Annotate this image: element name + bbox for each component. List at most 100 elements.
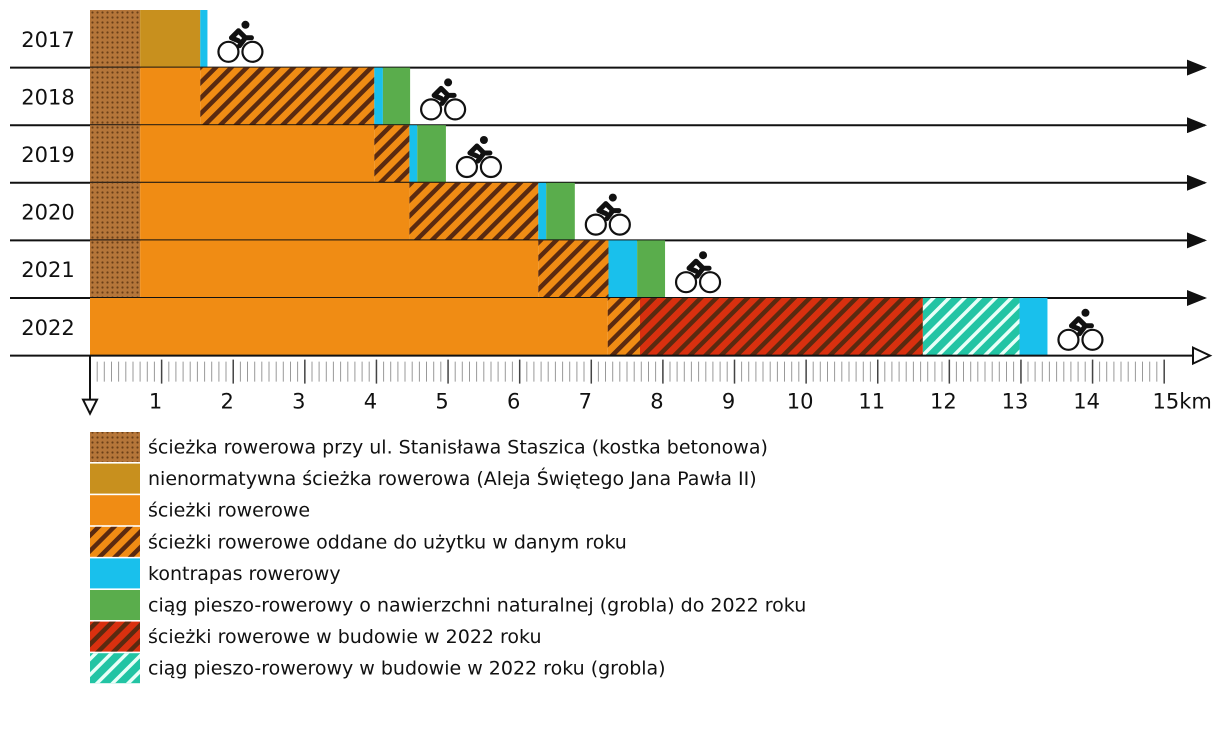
y-tick-label: 2018 (21, 85, 74, 109)
legend-label: ścieżki rowerowe w budowie w 2022 roku (148, 626, 542, 648)
bar-segment (90, 298, 608, 356)
bar-segment (382, 67, 411, 126)
head (608, 193, 617, 202)
body (596, 201, 622, 222)
body (228, 28, 254, 49)
bar-segment (90, 67, 141, 126)
cyclist-icon (455, 136, 503, 179)
wheel (584, 213, 607, 236)
legend-label: ścieżka rowerowa przy ul. Stanisława Sta… (148, 437, 768, 459)
bar-pattern (90, 240, 141, 298)
bar-pattern (90, 125, 141, 183)
bar-pattern (90, 182, 141, 241)
legend-swatch (90, 463, 140, 494)
bar (140, 182, 410, 241)
wheel (674, 271, 698, 294)
bar-pattern (90, 10, 141, 68)
bar-segment (374, 67, 383, 126)
bar (140, 240, 539, 298)
legend-label: ciąg pieszo-rowerowy w budowie w 2022 ro… (148, 658, 666, 680)
wheel (217, 40, 240, 63)
head (1081, 308, 1090, 317)
body (467, 143, 493, 164)
legend-item: kontrapas rowerowy (90, 558, 341, 589)
bar (409, 125, 418, 183)
bar (382, 67, 411, 126)
bar-segment (90, 10, 141, 68)
body (686, 258, 712, 279)
bar-segment (637, 240, 666, 298)
body (1068, 316, 1094, 337)
legend-swatch (90, 558, 140, 589)
x-tick-label: 1 (149, 390, 162, 414)
cyclist-icon (1057, 308, 1104, 351)
legend-label: kontrapas rowerowy (148, 563, 341, 585)
y-tick-label: 2020 (21, 201, 74, 225)
bar-segment (140, 67, 201, 126)
head (444, 78, 453, 87)
bar-segment (90, 240, 141, 298)
bar (608, 240, 638, 298)
bar-segment (409, 182, 539, 241)
bar-segment (922, 298, 1020, 356)
x-tick-label: 15km (1153, 390, 1212, 414)
bar-segment (1019, 298, 1048, 356)
legend-item: ciąg pieszo-rowerowy w budowie w 2022 ro… (90, 653, 666, 684)
cyclist-icon (584, 193, 631, 236)
x-tick-label: 10 (787, 390, 814, 414)
wheel (1057, 328, 1080, 351)
bar (140, 67, 201, 126)
bar-pattern (639, 298, 923, 356)
x-tick-label: 11 (858, 390, 885, 414)
head (479, 136, 488, 144)
legend-item: ścieżka rowerowa przy ul. Stanisława Sta… (90, 432, 768, 462)
bar (140, 125, 375, 183)
x-tick-label: 2 (221, 390, 234, 414)
head (699, 251, 708, 260)
legend-swatch-pattern (90, 526, 140, 557)
bar (637, 240, 666, 298)
head (241, 20, 250, 29)
bar-segment (140, 182, 410, 241)
legend-swatch-pattern (90, 653, 140, 684)
cyclist-icon (674, 251, 722, 294)
wheel (1081, 328, 1104, 351)
bar-segment (538, 240, 609, 298)
bar (200, 10, 208, 68)
bar-pattern (538, 240, 609, 298)
x-tick-label: 3 (292, 390, 305, 414)
bar (546, 182, 575, 241)
bar (1019, 298, 1048, 356)
wheel (479, 155, 503, 179)
bar-segment (607, 298, 640, 356)
bar-segment (140, 125, 375, 183)
bar (140, 10, 201, 68)
bar-segment (608, 240, 638, 298)
legend-item: ścieżki rowerowe (90, 495, 310, 526)
legend-item: ścieżki rowerowe w budowie w 2022 roku (90, 621, 542, 652)
bar-segment (374, 125, 410, 183)
x-tick-label: 6 (507, 390, 520, 414)
wheel (420, 98, 443, 121)
body (431, 85, 457, 106)
wheel (608, 213, 631, 236)
bar-pattern (374, 125, 410, 183)
x-tick-label: 9 (722, 390, 735, 414)
x-tick-label: 7 (579, 390, 592, 414)
bar (417, 125, 446, 183)
bar-segment (417, 125, 446, 183)
x-tick-label: 4 (364, 390, 377, 414)
bar (90, 298, 608, 356)
wheel (241, 40, 264, 63)
bar-pattern (922, 298, 1020, 356)
y-tick-label: 2022 (21, 316, 74, 340)
legend-swatch (90, 495, 140, 526)
wheel (444, 98, 467, 121)
x-tick-label: 8 (650, 390, 663, 414)
cyclist-icon (217, 20, 264, 63)
bar-segment (140, 240, 539, 298)
legend-item: ciąg pieszo-rowerowy o nawierzchni natur… (90, 590, 806, 620)
wheel (455, 155, 479, 179)
legend-item: nienormatywna ścieżka rowerowa (Aleja Św… (90, 463, 757, 494)
bar-segment (140, 10, 201, 68)
